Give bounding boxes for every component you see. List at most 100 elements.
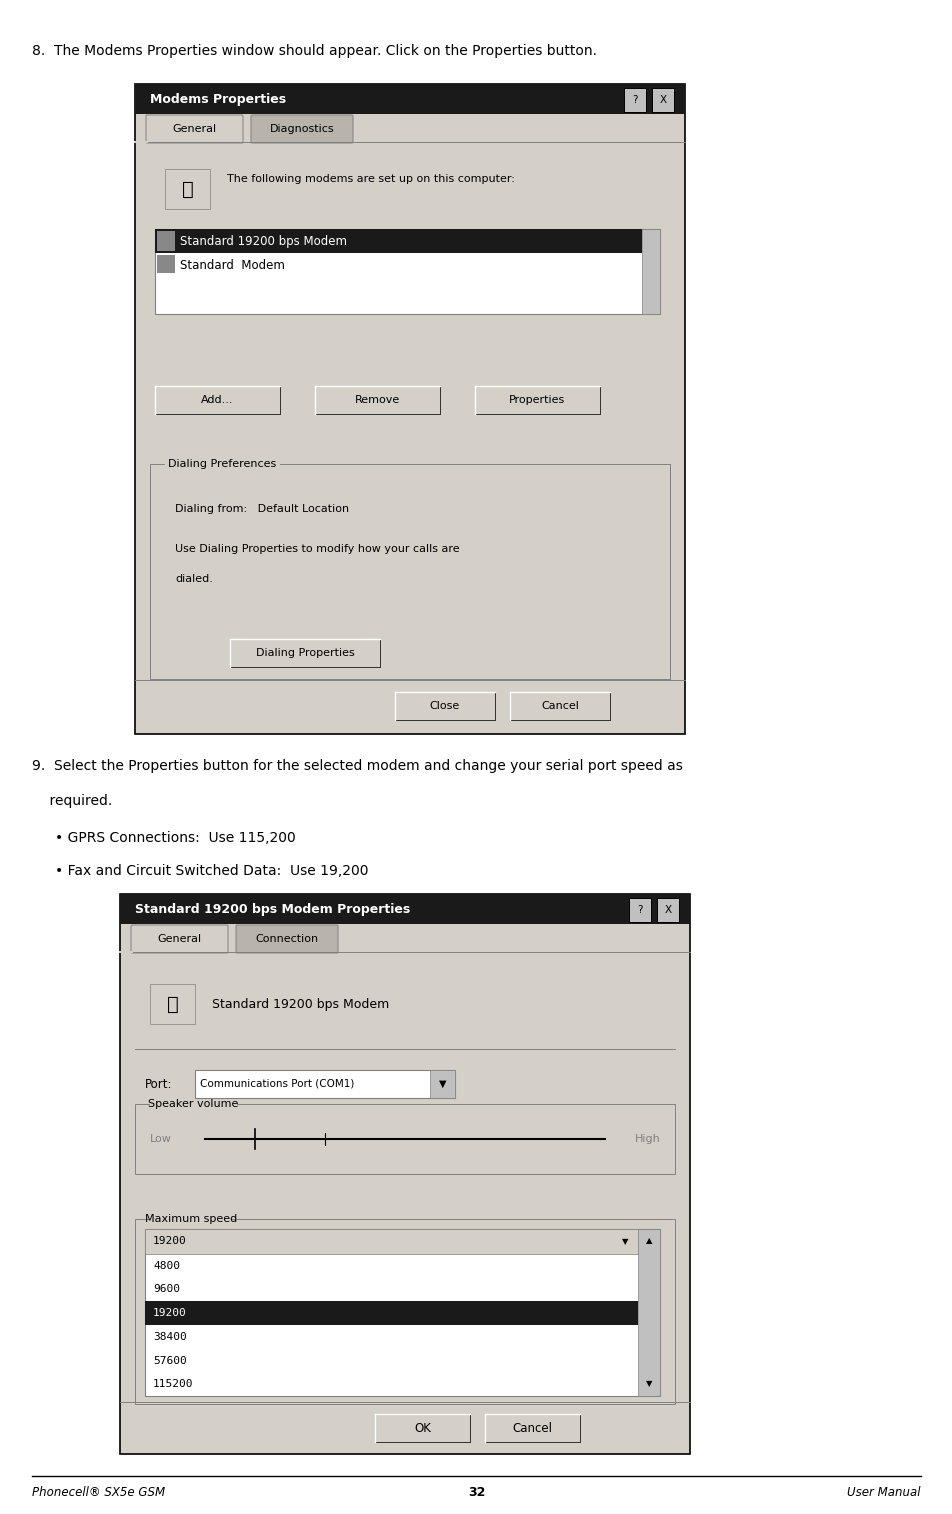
Text: Standard 19200 bps Modem: Standard 19200 bps Modem (180, 235, 347, 247)
Text: 32: 32 (467, 1487, 485, 1499)
Bar (135, 1219, 674, 1403)
Text: 4800: 4800 (153, 1261, 180, 1270)
Text: 115200: 115200 (153, 1379, 193, 1390)
Bar (642, 229, 660, 313)
Text: dialed.: dialed. (175, 574, 212, 584)
Text: • GPRS Connections:  Use 115,200: • GPRS Connections: Use 115,200 (55, 831, 295, 845)
Text: Diagnostics: Diagnostics (269, 124, 334, 135)
Bar (628, 898, 650, 922)
Text: Dialing Properties: Dialing Properties (255, 648, 354, 659)
Bar (155, 229, 642, 253)
Text: Low: Low (149, 1134, 171, 1145)
Bar (165, 460, 279, 466)
Bar (165, 170, 209, 209)
Text: ?: ? (637, 905, 642, 914)
Text: Maximum speed: Maximum speed (145, 1214, 237, 1223)
Bar (145, 1229, 637, 1254)
Text: Remove: Remove (354, 395, 400, 406)
Text: ▼: ▼ (438, 1079, 446, 1089)
Text: ▼: ▼ (621, 1237, 627, 1246)
Text: Communications Port (COM1): Communications Port (COM1) (200, 1079, 354, 1089)
Bar (394, 692, 494, 721)
Text: ▼: ▼ (645, 1379, 651, 1388)
Text: 📠: 📠 (182, 180, 193, 198)
Bar (145, 1229, 660, 1396)
Bar (316, 388, 441, 415)
Text: Phonecell® SX5e GSM: Phonecell® SX5e GSM (32, 1487, 165, 1499)
Text: Dialing Preferences: Dialing Preferences (168, 459, 276, 469)
Text: ?: ? (631, 95, 637, 104)
Text: Add...: Add... (201, 395, 233, 406)
Text: Modems Properties: Modems Properties (149, 92, 286, 106)
Text: Speaker volume: Speaker volume (149, 1099, 238, 1108)
Text: required.: required. (32, 793, 112, 808)
Text: General: General (172, 124, 216, 135)
Text: 38400: 38400 (153, 1332, 187, 1341)
Bar (135, 83, 684, 114)
Text: ▲: ▲ (645, 1237, 651, 1246)
Bar (475, 388, 601, 415)
Bar (156, 388, 281, 415)
Bar (315, 386, 440, 413)
Text: 📠: 📠 (167, 995, 178, 1013)
Text: 9.  Select the Properties button for the selected modem and change your serial p: 9. Select the Properties button for the … (32, 759, 683, 774)
Bar (155, 229, 660, 313)
Bar (149, 984, 195, 1023)
Bar (486, 1416, 581, 1443)
Bar (485, 1414, 580, 1441)
Text: 19200: 19200 (153, 1237, 187, 1246)
Bar (120, 893, 689, 1453)
Text: Connection: Connection (255, 934, 318, 945)
Text: OK: OK (413, 1422, 430, 1434)
Bar (429, 1070, 454, 1098)
Text: Standard 19200 bps Modem Properties: Standard 19200 bps Modem Properties (135, 902, 409, 916)
FancyBboxPatch shape (250, 115, 352, 142)
Bar (135, 83, 684, 734)
Bar (135, 1104, 674, 1173)
Bar (149, 463, 669, 678)
Text: High: High (634, 1134, 660, 1145)
Text: Cancel: Cancel (512, 1422, 552, 1434)
Bar (376, 1416, 470, 1443)
FancyBboxPatch shape (236, 925, 338, 952)
FancyBboxPatch shape (146, 115, 243, 142)
Bar (474, 386, 600, 413)
Text: Dialing from:   Default Location: Dialing from: Default Location (175, 504, 348, 513)
Bar (510, 693, 610, 721)
Text: User Manual: User Manual (846, 1487, 920, 1499)
Bar (396, 693, 495, 721)
Bar (374, 1414, 469, 1441)
Text: Properties: Properties (508, 395, 565, 406)
Text: Port:: Port: (145, 1078, 172, 1090)
Text: X: X (659, 95, 665, 104)
Text: Use Dialing Properties to modify how your calls are: Use Dialing Properties to modify how you… (175, 544, 459, 554)
Bar (149, 1216, 231, 1222)
Bar (229, 639, 380, 668)
Bar (157, 232, 175, 251)
Bar (230, 640, 381, 668)
Bar (656, 898, 678, 922)
Bar (651, 88, 673, 112)
Bar (120, 893, 689, 924)
Text: Close: Close (429, 701, 460, 712)
Text: 19200: 19200 (153, 1308, 187, 1319)
Text: 9600: 9600 (153, 1284, 180, 1294)
Bar (149, 1101, 237, 1107)
Text: General: General (157, 934, 202, 945)
Bar (195, 1070, 454, 1098)
Text: Cancel: Cancel (541, 701, 578, 712)
Text: 57600: 57600 (153, 1355, 187, 1366)
Text: 8.  The Modems Properties window should appear. Click on the Properties button.: 8. The Modems Properties window should a… (32, 44, 596, 58)
Bar (637, 1229, 660, 1396)
Bar (155, 386, 280, 413)
Bar (145, 1302, 637, 1325)
Text: Standard  Modem: Standard Modem (180, 259, 285, 271)
Bar (624, 88, 645, 112)
FancyBboxPatch shape (130, 925, 228, 952)
Bar (509, 692, 609, 721)
Text: • Fax and Circuit Switched Data:  Use 19,200: • Fax and Circuit Switched Data: Use 19,… (55, 864, 368, 878)
Text: X: X (664, 905, 671, 914)
Text: The following modems are set up on this computer:: The following modems are set up on this … (227, 174, 514, 185)
Text: Standard 19200 bps Modem: Standard 19200 bps Modem (211, 998, 388, 1010)
Bar (157, 254, 175, 273)
